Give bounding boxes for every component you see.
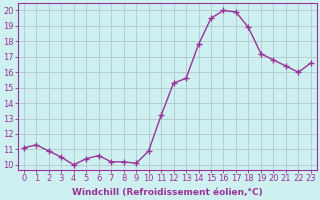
X-axis label: Windchill (Refroidissement éolien,°C): Windchill (Refroidissement éolien,°C) (72, 188, 263, 197)
